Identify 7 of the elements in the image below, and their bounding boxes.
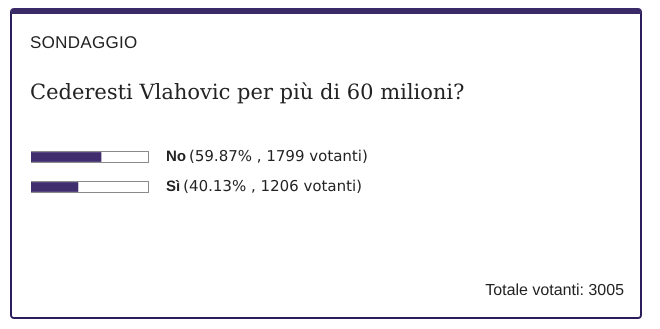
text: Cederesti Vlahovic per più di 60 milioni?: [30, 80, 464, 104]
data-label: (40.13% , 1206 votanti): [183, 176, 362, 195]
y-tick-label: Sì: [166, 178, 180, 196]
text: Totale votanti: 3005: [485, 282, 624, 300]
y-tick-label: No: [166, 148, 186, 166]
chart-title: SONDAGGIO: [30, 33, 138, 53]
data-label: (59.87% , 1799 votanti): [188, 146, 368, 165]
